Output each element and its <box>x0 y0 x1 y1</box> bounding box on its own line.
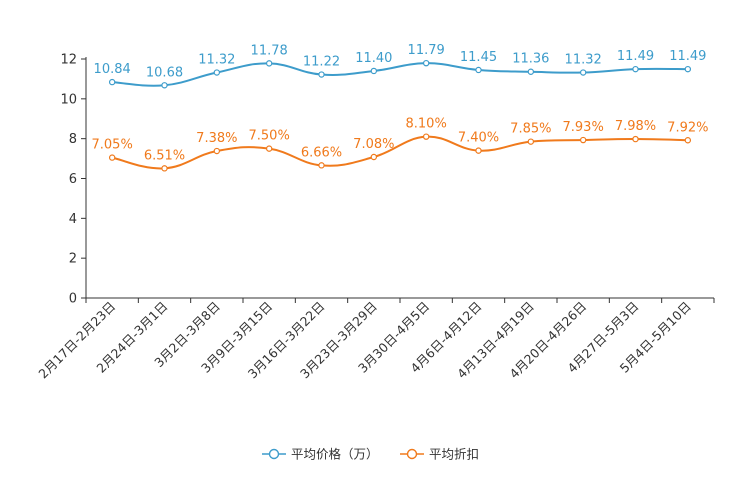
data-point[interactable] <box>213 69 221 76</box>
data-point[interactable] <box>632 65 639 73</box>
data-point[interactable] <box>475 66 482 74</box>
data-point[interactable] <box>684 65 692 73</box>
data-label: 11.45 <box>460 50 497 65</box>
legend-marker-icon <box>268 448 280 460</box>
data-point[interactable] <box>370 153 378 161</box>
y-tick-label: 0 <box>69 292 77 307</box>
data-point[interactable] <box>265 60 273 67</box>
data-label: 7.93% <box>563 120 604 135</box>
legend-label: 平均价格（万） <box>291 447 379 462</box>
y-tick-label: 4 <box>69 212 77 227</box>
data-point[interactable] <box>213 147 221 155</box>
series-line-2 <box>111 135 688 170</box>
data-point[interactable] <box>318 71 325 78</box>
data-point[interactable] <box>632 135 639 143</box>
data-label: 11.32 <box>198 53 235 68</box>
data-point[interactable] <box>579 69 587 76</box>
data-label: 7.50% <box>249 129 290 144</box>
legend-item-2[interactable]: 平均折扣 <box>400 447 479 462</box>
data-labels: 10.84 10.68 11.32 11.78 11.22 11.40 11.79 11.45… <box>92 43 709 163</box>
data-label: 11.32 <box>565 53 602 68</box>
data-label: 7.05% <box>92 138 133 153</box>
data-point[interactable] <box>265 145 273 152</box>
data-label: 7.38% <box>196 131 237 146</box>
data-label: 11.78 <box>251 43 288 58</box>
data-label: 7.85% <box>510 122 551 137</box>
y-tick-label: 2 <box>69 252 77 267</box>
series-line-1 <box>112 62 688 87</box>
data-label: 6.66% <box>301 145 342 160</box>
data-point[interactable] <box>527 138 535 145</box>
data-label: 11.79 <box>408 43 445 58</box>
axes: 0246810122月17日-2月23日2月24日-3月1日3月2日-3月8日3… <box>35 53 715 381</box>
data-label: 11.40 <box>355 51 392 66</box>
data-label: 11.36 <box>512 52 549 67</box>
data-point[interactable] <box>422 133 430 140</box>
data-label: 7.40% <box>458 131 499 146</box>
y-tick-label: 8 <box>69 132 77 147</box>
data-point[interactable] <box>527 68 535 75</box>
y-tick-label: 12 <box>60 53 77 68</box>
data-label: 10.84 <box>94 62 131 77</box>
data-point[interactable] <box>422 59 430 67</box>
y-tick-label: 10 <box>60 92 77 107</box>
series-layer <box>108 59 692 172</box>
data-point[interactable] <box>579 136 587 144</box>
data-label: 11.22 <box>303 55 340 70</box>
data-label: 6.51% <box>144 148 185 163</box>
data-point[interactable] <box>108 78 116 86</box>
legend[interactable]: 平均价格（万） 平均折扣 <box>262 447 479 462</box>
data-point[interactable] <box>161 165 168 172</box>
data-label: 7.08% <box>353 137 394 152</box>
y-tick-label: 6 <box>69 172 77 187</box>
data-label: 7.98% <box>615 119 656 134</box>
data-label: 8.10% <box>406 117 447 132</box>
data-point[interactable] <box>475 147 482 154</box>
data-label: 7.92% <box>667 120 708 135</box>
data-point[interactable] <box>161 82 168 89</box>
data-point[interactable] <box>108 154 116 161</box>
data-point[interactable] <box>684 137 692 144</box>
data-label: 11.49 <box>617 49 654 64</box>
data-label: 10.68 <box>146 65 183 80</box>
legend-marker-icon <box>406 448 418 460</box>
data-label: 11.49 <box>669 49 706 64</box>
legend-label: 平均折扣 <box>429 447 479 462</box>
legend-item-1[interactable]: 平均价格（万） <box>262 447 379 462</box>
data-point[interactable] <box>318 162 325 169</box>
data-point[interactable] <box>370 67 378 75</box>
